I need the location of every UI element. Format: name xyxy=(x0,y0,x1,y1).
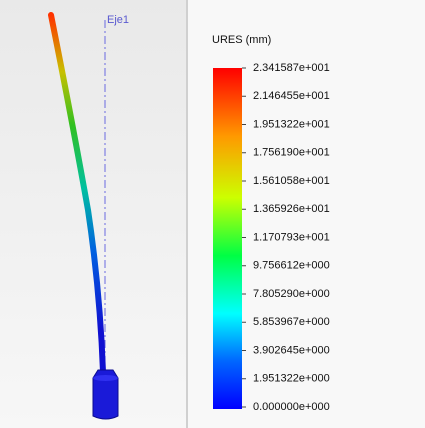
legend-label: 5.853967e+000 xyxy=(253,316,330,328)
legend-label: 3.902645e+000 xyxy=(253,344,330,356)
axis-label: Eje1 xyxy=(107,14,129,26)
legend-label: 1.170793e+001 xyxy=(253,231,330,243)
legend-label: 2.341587e+001 xyxy=(253,62,330,74)
legend-label: 9.756612e+000 xyxy=(253,260,330,272)
color-bar xyxy=(213,68,242,409)
legend-label: 1.756190e+001 xyxy=(253,147,330,159)
legend-label: 1.365926e+001 xyxy=(253,203,330,215)
legend-label: 1.951322e+001 xyxy=(253,118,330,130)
legend-label: 2.146455e+001 xyxy=(253,90,330,102)
screenshot: Eje1 URES (mm) 2.341587e+001 2.146455e+00… xyxy=(0,0,425,428)
base-top xyxy=(93,375,118,381)
model-panel xyxy=(0,0,186,428)
legend-label: 0.000000e+000 xyxy=(253,401,330,413)
legend-label: 1.561058e+001 xyxy=(253,175,330,187)
legend-label: 7.805290e+000 xyxy=(253,288,330,300)
legend-label: 1.951322e+000 xyxy=(253,373,330,385)
legend-title: URES (mm) xyxy=(212,34,271,46)
